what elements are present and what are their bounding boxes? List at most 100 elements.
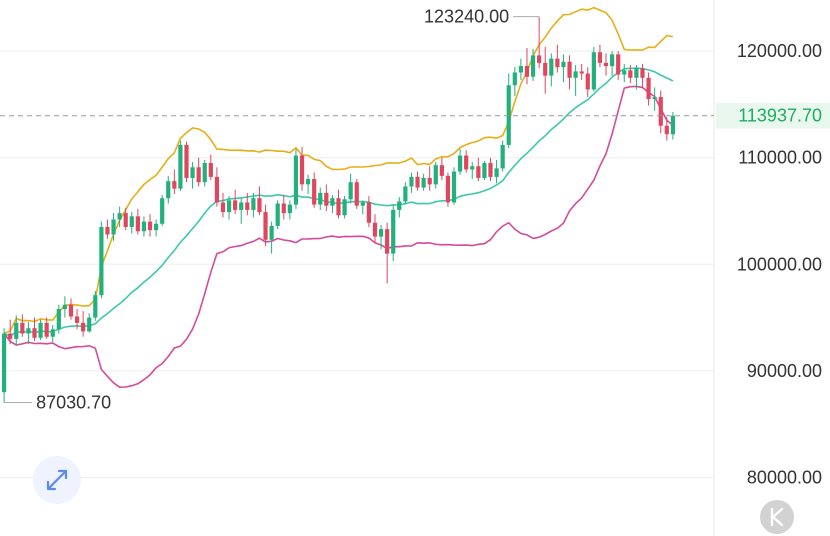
candle-body bbox=[336, 198, 341, 216]
candle-body bbox=[476, 166, 481, 178]
candle-body bbox=[117, 213, 122, 220]
candle-body bbox=[299, 155, 305, 185]
candle-body bbox=[275, 203, 280, 226]
candle-body bbox=[8, 333, 13, 339]
candlesticks bbox=[2, 16, 675, 403]
candle-body bbox=[445, 175, 451, 203]
candle-body bbox=[20, 322, 25, 334]
candle-body bbox=[579, 71, 584, 74]
candle-body bbox=[342, 199, 347, 216]
high-annotation-label: 123240.00 bbox=[424, 7, 509, 27]
candle-body bbox=[573, 71, 578, 78]
kline-toggle-button[interactable] bbox=[760, 500, 794, 534]
grid-lines bbox=[0, 50, 714, 478]
candle-body bbox=[427, 177, 432, 185]
expand-diagonal-icon bbox=[46, 469, 68, 491]
price-tick-label: 100000.00 bbox=[737, 254, 822, 274]
candle-body bbox=[348, 182, 353, 200]
candle-body bbox=[14, 322, 19, 339]
candle-body bbox=[628, 70, 633, 78]
candle-body bbox=[62, 304, 67, 310]
candle-body bbox=[68, 304, 74, 317]
candle-body bbox=[184, 144, 189, 178]
extreme-annotations: 123240.00 87030.70 bbox=[4, 7, 540, 412]
candle-body bbox=[87, 317, 92, 332]
candle-body bbox=[567, 61, 572, 78]
candle-body bbox=[245, 202, 250, 210]
candle-body bbox=[378, 229, 384, 237]
candle-body bbox=[287, 204, 292, 214]
candle-body bbox=[421, 177, 426, 188]
candle-body bbox=[44, 322, 49, 337]
candle-body bbox=[239, 202, 244, 210]
candle-body bbox=[403, 186, 408, 202]
candle-body bbox=[312, 179, 317, 205]
current-price-label: 113937.70 bbox=[738, 106, 822, 126]
candle-body bbox=[129, 216, 134, 227]
candle-body bbox=[214, 176, 219, 203]
candle-body bbox=[324, 192, 329, 206]
candle-body bbox=[610, 54, 615, 67]
candle-body bbox=[537, 55, 542, 63]
candle-body bbox=[263, 212, 268, 240]
candle-body bbox=[530, 55, 536, 77]
candle-body bbox=[500, 144, 505, 169]
candle-body bbox=[458, 155, 463, 172]
candle-body bbox=[670, 115, 675, 135]
candle-body bbox=[160, 198, 165, 224]
candle-body bbox=[74, 316, 80, 323]
candle-body bbox=[226, 200, 232, 213]
candle-body bbox=[385, 229, 390, 254]
candle-body bbox=[220, 202, 226, 213]
candle-body bbox=[257, 198, 262, 213]
candle-body bbox=[585, 73, 590, 90]
candle-body bbox=[99, 226, 104, 296]
expand-chart-button[interactable] bbox=[33, 456, 81, 504]
candle-body bbox=[506, 85, 511, 145]
candle-body bbox=[56, 309, 61, 330]
candle-body bbox=[488, 163, 493, 177]
candle-body bbox=[111, 219, 116, 235]
current-price-tag bbox=[716, 102, 830, 129]
candle-body bbox=[281, 203, 286, 214]
candle-body bbox=[178, 144, 183, 189]
candle-body bbox=[597, 52, 603, 63]
bollinger-upper-line bbox=[3, 6, 674, 335]
candle-body bbox=[543, 62, 548, 76]
candle-body bbox=[470, 166, 475, 170]
candle-body bbox=[330, 198, 335, 206]
candle-body bbox=[190, 167, 195, 178]
candle-body bbox=[81, 322, 86, 332]
candle-body bbox=[622, 70, 627, 75]
bollinger-lower-line bbox=[3, 85, 674, 389]
price-tick-label: 90000.00 bbox=[747, 361, 822, 381]
price-axis-ticks: 120000.00 110000.00 100000.00 90000.00 80000… bbox=[737, 41, 822, 487]
candle-body bbox=[141, 221, 147, 232]
candle-body bbox=[38, 322, 43, 338]
candle-body bbox=[464, 155, 469, 170]
candle-body bbox=[549, 58, 554, 76]
candle-body bbox=[591, 52, 596, 90]
candle-body bbox=[366, 202, 371, 223]
candle-body bbox=[372, 222, 378, 237]
candle-body bbox=[482, 163, 487, 178]
candle-body bbox=[652, 96, 657, 100]
candle-body bbox=[105, 226, 110, 235]
candle-body bbox=[172, 181, 177, 189]
candle-body bbox=[196, 167, 201, 183]
candle-body bbox=[154, 223, 159, 231]
candle-body bbox=[640, 68, 645, 78]
candle-body bbox=[208, 163, 213, 177]
k-letter-icon bbox=[770, 507, 784, 527]
candle-body bbox=[603, 62, 609, 67]
candle-body bbox=[634, 68, 639, 78]
candle-body bbox=[397, 201, 402, 210]
candle-body bbox=[354, 182, 359, 206]
candle-body bbox=[664, 125, 669, 135]
candle-body bbox=[494, 168, 499, 177]
candle-body bbox=[123, 213, 128, 227]
candle-body bbox=[524, 66, 530, 77]
candle-body bbox=[306, 179, 311, 185]
candle-body bbox=[166, 181, 171, 199]
